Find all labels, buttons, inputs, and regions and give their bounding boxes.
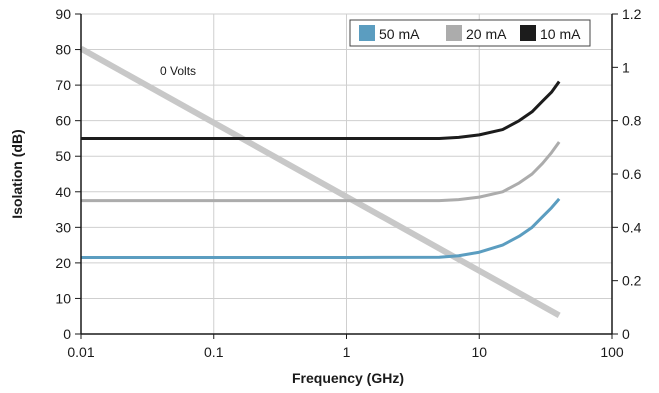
x-tick-label: 0.1 [204, 344, 224, 360]
x-tick-label: 0.01 [67, 344, 94, 360]
reference-line-annotation: 0 Volts [160, 64, 196, 78]
y-tick-label: 40 [55, 184, 71, 200]
tick-labels: 0 10 20 30 40 50 60 70 80 90 0 0.2 0.4 0.6 0.8 1 1.2 0.01… [55, 6, 641, 360]
series-line-10ma [81, 80, 561, 140]
y-tick-label: 50 [55, 148, 71, 164]
reference-line-0-volts [79, 46, 561, 318]
series-line-50ma [81, 197, 561, 260]
legend-label-20ma: 20 mA [466, 26, 507, 42]
reference-line-group [79, 46, 561, 318]
axes [75, 13, 618, 339]
legend-label-10ma: 10 mA [540, 26, 581, 42]
x-tick-label: 1 [343, 344, 351, 360]
x-tick-label: 10 [471, 344, 487, 360]
y-tick-label: 20 [55, 255, 71, 271]
y-tick-label: 80 [55, 42, 71, 58]
legend: 50 mA 20 mA 10 mA [349, 19, 591, 47]
y-axis-title: Isolation (dB) [9, 129, 25, 218]
y-tick-label: 90 [55, 6, 71, 22]
y2-tick-label: 0.8 [622, 113, 642, 129]
legend-label-50ma: 50 mA [379, 26, 420, 42]
legend-swatch-20ma [446, 25, 462, 41]
x-axis-title: Frequency (GHz) [292, 370, 404, 386]
y2-tick-label: 0 [622, 326, 630, 342]
y-tick-label: 10 [55, 290, 71, 306]
y-tick-label: 60 [55, 113, 71, 129]
y-tick-label: 0 [63, 326, 71, 342]
y2-tick-label: 1 [622, 59, 630, 75]
y2-tick-label: 0.6 [622, 166, 642, 182]
legend-swatch-50ma [359, 25, 375, 41]
y2-tick-label: 1.2 [622, 6, 642, 22]
series-line-20ma [81, 141, 561, 203]
y2-tick-label: 0.4 [622, 219, 642, 235]
y-tick-label: 30 [55, 219, 71, 235]
x-tick-label: 100 [600, 344, 624, 360]
legend-swatch-10ma [520, 25, 536, 41]
legend-box [349, 19, 591, 47]
y2-tick-label: 0.2 [622, 273, 642, 289]
series-lines [81, 80, 561, 260]
y-tick-label: 70 [55, 77, 71, 93]
